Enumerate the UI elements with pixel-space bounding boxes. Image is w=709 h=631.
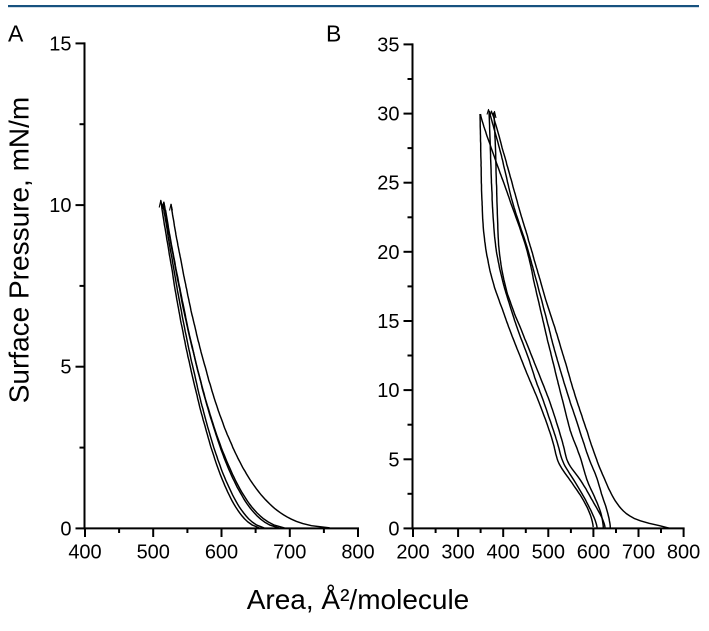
svg-text:30: 30: [377, 104, 399, 126]
svg-text:25: 25: [377, 173, 399, 195]
svg-text:600: 600: [205, 541, 238, 563]
svg-text:400: 400: [68, 541, 101, 563]
svg-text:A: A: [8, 21, 24, 47]
svg-text:700: 700: [622, 541, 655, 563]
svg-text:200: 200: [396, 541, 429, 563]
svg-text:5: 5: [60, 357, 71, 379]
svg-text:15: 15: [377, 311, 399, 333]
svg-text:400: 400: [487, 541, 520, 563]
svg-text:35: 35: [377, 34, 399, 56]
svg-text:800: 800: [667, 541, 700, 563]
svg-text:15: 15: [49, 33, 71, 55]
svg-text:600: 600: [577, 541, 610, 563]
svg-text:Surface Pressure, mN/m: Surface Pressure, mN/m: [4, 97, 35, 404]
svg-text:500: 500: [137, 541, 170, 563]
svg-text:800: 800: [341, 541, 374, 563]
svg-text:10: 10: [377, 380, 399, 402]
svg-text:300: 300: [441, 541, 474, 563]
svg-text:20: 20: [377, 242, 399, 264]
svg-text:5: 5: [388, 449, 399, 471]
svg-text:Area, Å²/molecule: Area, Å²/molecule: [247, 584, 470, 615]
svg-text:0: 0: [60, 518, 71, 540]
svg-text:500: 500: [532, 541, 565, 563]
svg-text:0: 0: [388, 518, 399, 540]
svg-text:10: 10: [49, 195, 71, 217]
svg-text:B: B: [326, 21, 341, 47]
svg-text:700: 700: [273, 541, 306, 563]
